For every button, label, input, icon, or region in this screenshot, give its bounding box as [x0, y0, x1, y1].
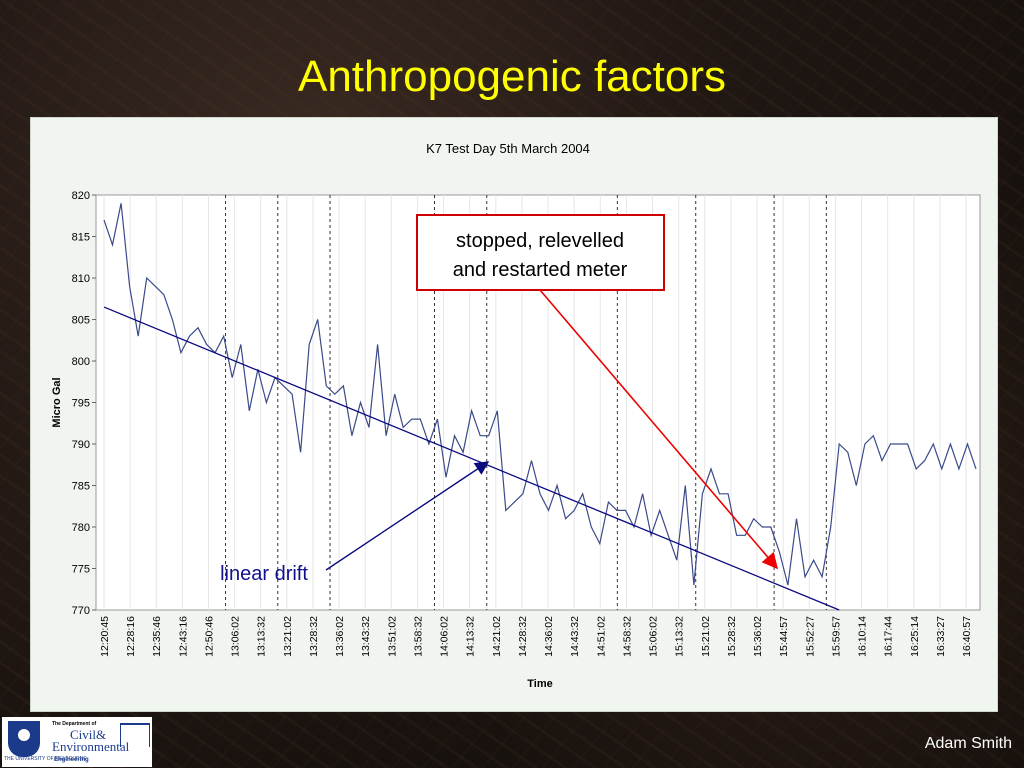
x-tick-label: 16:17:44	[883, 616, 895, 657]
annotation-text-line-1: stopped, relevelled	[456, 230, 624, 252]
x-tick-label: 13:43:32	[360, 616, 372, 657]
x-tick-label: 14:21:02	[491, 616, 503, 657]
chart-title: K7 Test Day 5th March 2004	[426, 141, 590, 156]
x-tick-label: 16:40:57	[961, 616, 973, 657]
y-axis-label: Micro Gal	[51, 377, 63, 427]
y-tick-label: 775	[72, 564, 90, 576]
x-tick-label: 13:21:02	[282, 616, 294, 657]
y-tick-label: 820	[72, 190, 90, 202]
series-gravity-line	[103, 203, 977, 586]
x-tick-label: 15:52:27	[804, 616, 816, 657]
x-tick-label: 12:50:46	[203, 616, 215, 657]
x-tick-label: 15:59:57	[830, 616, 842, 657]
dept-name-engineering: Engineering	[54, 757, 89, 763]
x-tick-label: 14:51:02	[595, 616, 607, 657]
drift-label: linear drift	[220, 563, 308, 585]
x-tick-label: 15:06:02	[648, 616, 660, 657]
university-logo: THE UNIVERSITY OF MELBOURNE The Departme…	[2, 717, 152, 767]
annotation-box	[416, 214, 665, 291]
x-tick-label: 13:28:32	[308, 616, 320, 657]
x-tick-label: 12:43:16	[177, 616, 189, 657]
y-tick-label: 800	[72, 356, 90, 368]
slide-title: Anthropogenic factors	[297, 52, 727, 101]
annotation-text-line-2: and restarted meter	[453, 259, 628, 281]
y-tick-label: 790	[72, 439, 90, 451]
y-tick-label: 810	[72, 273, 90, 285]
x-tick-label: 14:28:32	[517, 616, 529, 657]
y-tick-label: 815	[72, 232, 90, 244]
x-tick-label: 13:36:02	[334, 616, 346, 657]
university-text: THE UNIVERSITY OF MELBOURNE	[4, 756, 87, 762]
y-tick-label: 770	[72, 605, 90, 617]
y-tick-label: 795	[72, 398, 90, 410]
x-tick-label: 15:21:02	[700, 616, 712, 657]
x-tick-label: 13:51:02	[386, 616, 398, 657]
x-tick-label: 15:13:32	[674, 616, 686, 657]
x-tick-label: 14:36:02	[543, 616, 555, 657]
crest-icon	[8, 721, 40, 757]
x-tick-label: 15:28:32	[726, 616, 738, 657]
drift-arrow	[325, 461, 490, 571]
x-tick-label: 15:36:02	[752, 616, 764, 657]
x-tick-label: 16:33:27	[935, 616, 947, 657]
x-tick-label: 14:13:32	[465, 616, 477, 657]
x-tick-label: 13:13:32	[256, 616, 268, 657]
x-tick-label: 14:06:02	[439, 616, 451, 657]
x-tick-label: 14:43:32	[569, 616, 581, 657]
y-tick-label: 780	[72, 522, 90, 534]
x-tick-label: 15:44:57	[778, 616, 790, 657]
x-tick-label: 16:10:14	[857, 616, 869, 657]
x-axis-label: Time	[527, 678, 552, 690]
x-tick-label: 12:28:16	[125, 616, 137, 657]
annotation-arrow	[539, 289, 779, 570]
dept-name-civil: Civil&	[70, 727, 107, 742]
x-tick-label: 16:25:14	[909, 616, 921, 657]
x-tick-label: 13:06:02	[230, 616, 242, 657]
x-tick-label: 13:58:32	[412, 616, 424, 657]
x-tick-label: 12:35:46	[151, 616, 163, 657]
y-tick-label: 785	[72, 481, 90, 493]
author-name: Adam Smith	[924, 735, 1012, 752]
x-tick-label: 14:58:32	[621, 616, 633, 657]
y-tick-label: 805	[72, 315, 90, 327]
series-linear-drift	[103, 306, 840, 611]
bridge-icon	[120, 723, 150, 747]
dept-label: The Department of	[52, 721, 97, 727]
x-tick-label: 12:20:45	[99, 616, 111, 657]
dept-name-environmental: Environmental	[52, 739, 130, 754]
